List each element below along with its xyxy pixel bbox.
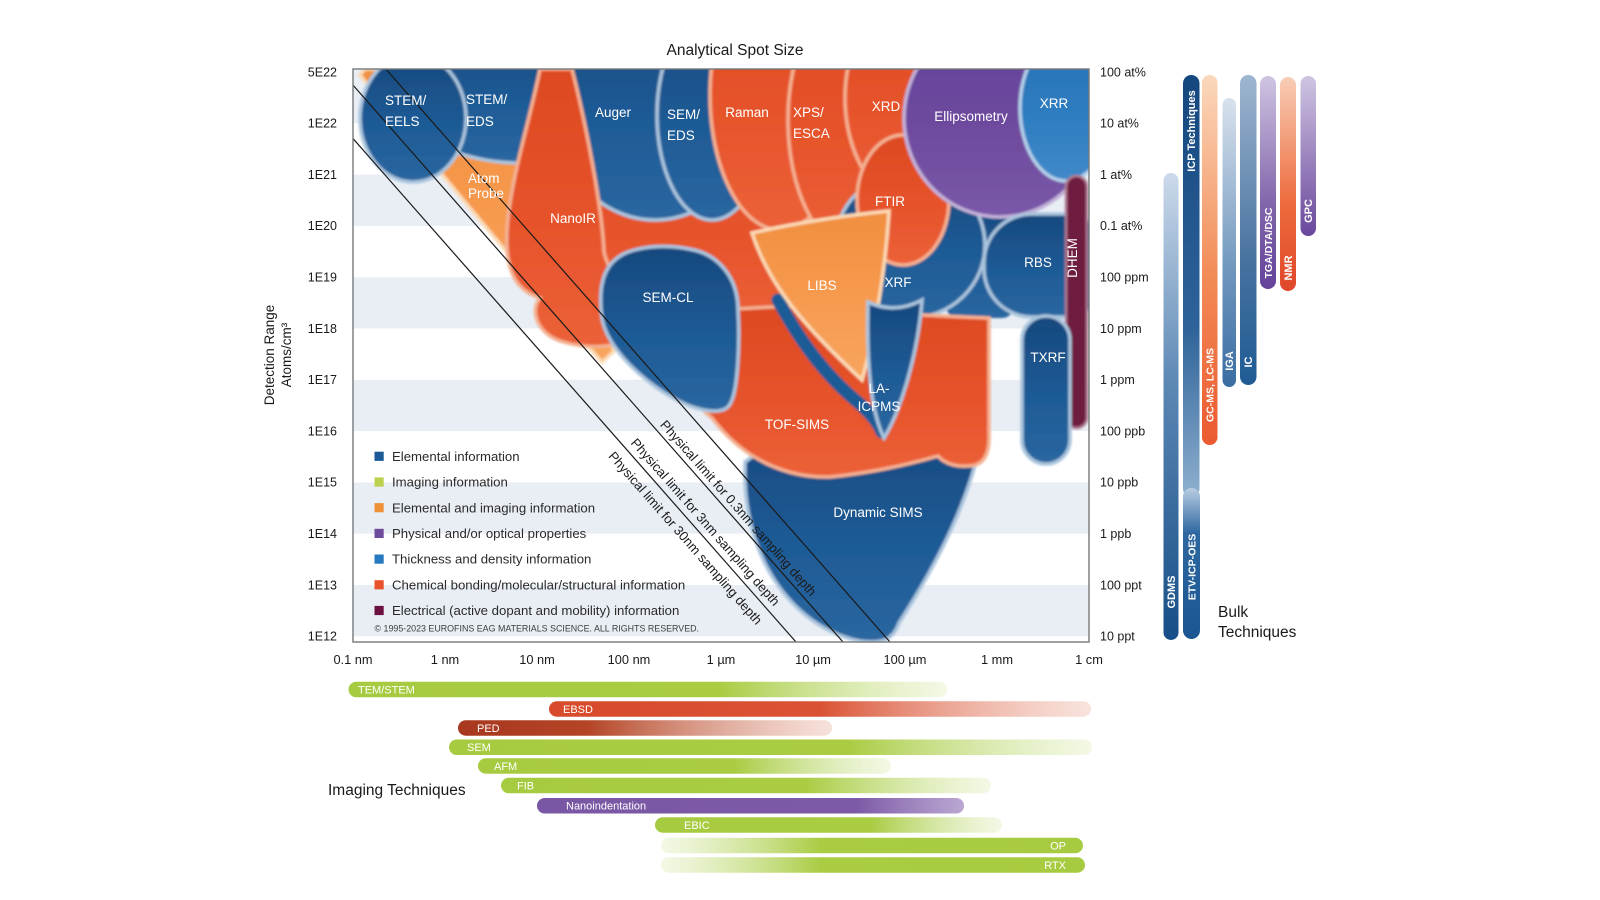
- svg-text:100 ppm: 100 ppm: [1100, 271, 1149, 285]
- svg-text:Analytical Spot Size: Analytical Spot Size: [667, 42, 804, 59]
- svg-text:OP: OP: [1050, 840, 1066, 852]
- svg-text:0.1 nm: 0.1 nm: [333, 652, 372, 667]
- svg-text:EDS: EDS: [466, 114, 494, 129]
- svg-text:SEM-CL: SEM-CL: [642, 290, 693, 305]
- svg-text:1E19: 1E19: [308, 271, 337, 285]
- svg-text:ICP Techniques: ICP Techniques: [1186, 90, 1198, 172]
- svg-text:RBS: RBS: [1024, 255, 1052, 270]
- svg-text:NanoIR: NanoIR: [550, 211, 596, 226]
- svg-text:10 nm: 10 nm: [519, 652, 555, 667]
- svg-text:100 at%: 100 at%: [1100, 65, 1146, 79]
- svg-text:Nanoindentation: Nanoindentation: [566, 801, 646, 813]
- svg-text:5E22: 5E22: [308, 65, 337, 79]
- svg-text:1 ppb: 1 ppb: [1100, 527, 1131, 541]
- svg-text:1E13: 1E13: [308, 578, 337, 592]
- svg-text:1 mm: 1 mm: [981, 652, 1013, 667]
- svg-text:LIBS: LIBS: [807, 278, 836, 293]
- svg-text:1E20: 1E20: [308, 219, 337, 233]
- svg-text:IGA: IGA: [1224, 351, 1236, 371]
- svg-text:1E17: 1E17: [308, 373, 337, 387]
- svg-text:Physical and/or optical proper: Physical and/or optical properties: [392, 526, 587, 541]
- svg-text:1E12: 1E12: [308, 630, 337, 644]
- svg-text:EDS: EDS: [667, 128, 695, 143]
- svg-text:100 nm: 100 nm: [608, 652, 651, 667]
- svg-text:NMR: NMR: [1283, 255, 1295, 280]
- svg-text:1 ppm: 1 ppm: [1100, 373, 1135, 387]
- svg-text:Imaging information: Imaging information: [392, 475, 508, 490]
- svg-text:PED: PED: [477, 723, 500, 735]
- svg-text:Auger: Auger: [595, 105, 632, 120]
- svg-text:1 µm: 1 µm: [707, 652, 736, 667]
- svg-text:EELS: EELS: [385, 114, 420, 129]
- svg-text:1E18: 1E18: [308, 322, 337, 336]
- svg-text:Ellipsometry: Ellipsometry: [934, 109, 1008, 124]
- svg-text:GPC: GPC: [1303, 199, 1315, 223]
- svg-text:Techniques: Techniques: [1218, 624, 1297, 641]
- svg-text:AFM: AFM: [494, 761, 517, 773]
- svg-text:Thickness and density informat: Thickness and density information: [392, 552, 591, 567]
- svg-text:LA-: LA-: [868, 381, 889, 396]
- svg-text:EBSD: EBSD: [563, 704, 593, 716]
- svg-text:Raman: Raman: [725, 105, 769, 120]
- svg-text:10 ppt: 10 ppt: [1100, 630, 1135, 644]
- svg-text:1 nm: 1 nm: [431, 652, 459, 667]
- svg-text:Electrical (active dopant and: Electrical (active dopant and mobility) …: [392, 603, 679, 618]
- svg-text:TXRF: TXRF: [1030, 350, 1065, 365]
- svg-text:STEM/: STEM/: [466, 92, 508, 107]
- svg-text:100 ppt: 100 ppt: [1100, 578, 1142, 592]
- svg-text:Elemental information: Elemental information: [392, 449, 520, 464]
- svg-text:XPS/: XPS/: [793, 105, 824, 120]
- svg-text:10 at%: 10 at%: [1100, 117, 1139, 131]
- svg-text:IC: IC: [1243, 356, 1255, 367]
- svg-text:1E22: 1E22: [308, 117, 337, 131]
- svg-text:10 ppm: 10 ppm: [1100, 322, 1142, 336]
- svg-text:ESCA: ESCA: [793, 126, 830, 141]
- svg-text:Imaging Techniques: Imaging Techniques: [328, 782, 466, 799]
- svg-text:1 cm: 1 cm: [1075, 652, 1103, 667]
- svg-text:XRD: XRD: [872, 99, 901, 114]
- svg-text:ETV-ICP-OES: ETV-ICP-OES: [1186, 534, 1198, 601]
- svg-text:100 µm: 100 µm: [884, 652, 927, 667]
- svg-text:Chemical bonding/molecular/str: Chemical bonding/molecular/structural in…: [392, 577, 685, 592]
- svg-text:1E15: 1E15: [308, 476, 337, 490]
- svg-text:Dynamic SIMS: Dynamic SIMS: [833, 505, 922, 520]
- svg-text:1E16: 1E16: [308, 424, 337, 438]
- svg-text:GDMS: GDMS: [1166, 576, 1178, 609]
- svg-text:Atoms/cm³: Atoms/cm³: [279, 322, 294, 387]
- svg-text:GC-MS, LC-MS: GC-MS, LC-MS: [1205, 348, 1217, 422]
- svg-text:FIB: FIB: [517, 780, 534, 792]
- svg-text:TEM/STEM: TEM/STEM: [358, 684, 415, 696]
- svg-text:© 1995-2023 EUROFINS EAG MATER: © 1995-2023 EUROFINS EAG MATERIALS SCIEN…: [375, 624, 700, 634]
- svg-text:Probe: Probe: [468, 186, 504, 201]
- svg-text:1E21: 1E21: [308, 168, 337, 182]
- svg-text:DHEM: DHEM: [1065, 238, 1080, 278]
- svg-text:Atom: Atom: [468, 171, 500, 186]
- svg-text:XRR: XRR: [1040, 96, 1069, 111]
- svg-text:SEM/: SEM/: [667, 107, 700, 122]
- svg-text:RTX: RTX: [1044, 860, 1066, 872]
- svg-text:Bulk: Bulk: [1218, 604, 1248, 621]
- svg-text:EBIC: EBIC: [684, 820, 710, 832]
- svg-text:100 ppb: 100 ppb: [1100, 424, 1145, 438]
- svg-text:FTIR: FTIR: [875, 194, 905, 209]
- svg-text:10 µm: 10 µm: [795, 652, 831, 667]
- svg-text:0.1 at%: 0.1 at%: [1100, 219, 1142, 233]
- svg-text:XRF: XRF: [885, 275, 912, 290]
- svg-text:ICPMS: ICPMS: [858, 399, 901, 414]
- svg-text:Detection Range: Detection Range: [262, 305, 277, 406]
- svg-text:Elemental and imaging informat: Elemental and imaging information: [392, 500, 595, 515]
- svg-text:TGA/DTA/DSC: TGA/DTA/DSC: [1263, 207, 1275, 278]
- svg-text:10 ppb: 10 ppb: [1100, 476, 1138, 490]
- svg-text:1E14: 1E14: [308, 527, 337, 541]
- svg-text:1 at%: 1 at%: [1100, 168, 1132, 182]
- svg-text:TOF-SIMS: TOF-SIMS: [765, 417, 829, 432]
- svg-text:SEM: SEM: [467, 742, 491, 754]
- svg-text:STEM/: STEM/: [385, 93, 427, 108]
